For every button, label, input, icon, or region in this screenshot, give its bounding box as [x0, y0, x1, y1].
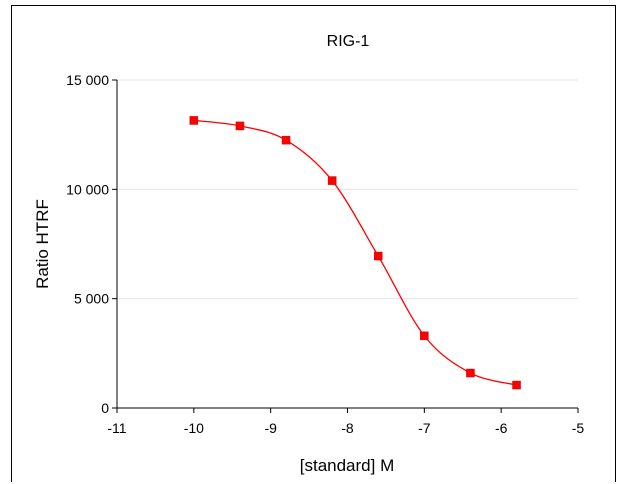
axes [116, 80, 578, 409]
data-point [281, 135, 291, 145]
y-tick-label: 0 [101, 400, 109, 416]
tick-marks: 0 5 000 10 000 15 000 -11 -10 -9 -8 -7 -6 -5 [66, 72, 584, 436]
chart-title: RIG-1 [327, 33, 370, 50]
x-tick-label: -10 [184, 420, 204, 436]
data-point [235, 121, 245, 131]
data-point [466, 368, 475, 378]
fit-curve [193, 119, 517, 386]
y-tick-label: 15 000 [66, 72, 109, 88]
y-tick-label: 5 000 [74, 291, 109, 307]
y-tick-label: 10 000 [66, 181, 109, 197]
x-tick-label: -9 [264, 420, 277, 436]
data-point [420, 331, 429, 341]
data-point [327, 176, 337, 185]
chart-panel [11, 5, 616, 482]
data-point [189, 116, 199, 125]
data-point [373, 251, 383, 261]
data-point [512, 380, 521, 390]
data-points [189, 116, 521, 390]
grid-lines [117, 79, 578, 300]
x-tick-label: -7 [418, 420, 431, 436]
x-tick-label: -6 [495, 420, 508, 436]
x-tick-label: -8 [341, 420, 354, 436]
x-tick-label: -5 [572, 420, 585, 436]
x-tick-label: -11 [107, 420, 126, 436]
y-axis-title: Ratio HTRF [33, 199, 52, 289]
sigmoid-fit-line [193, 119, 517, 386]
x-axis-title: [standard] M [300, 456, 395, 475]
